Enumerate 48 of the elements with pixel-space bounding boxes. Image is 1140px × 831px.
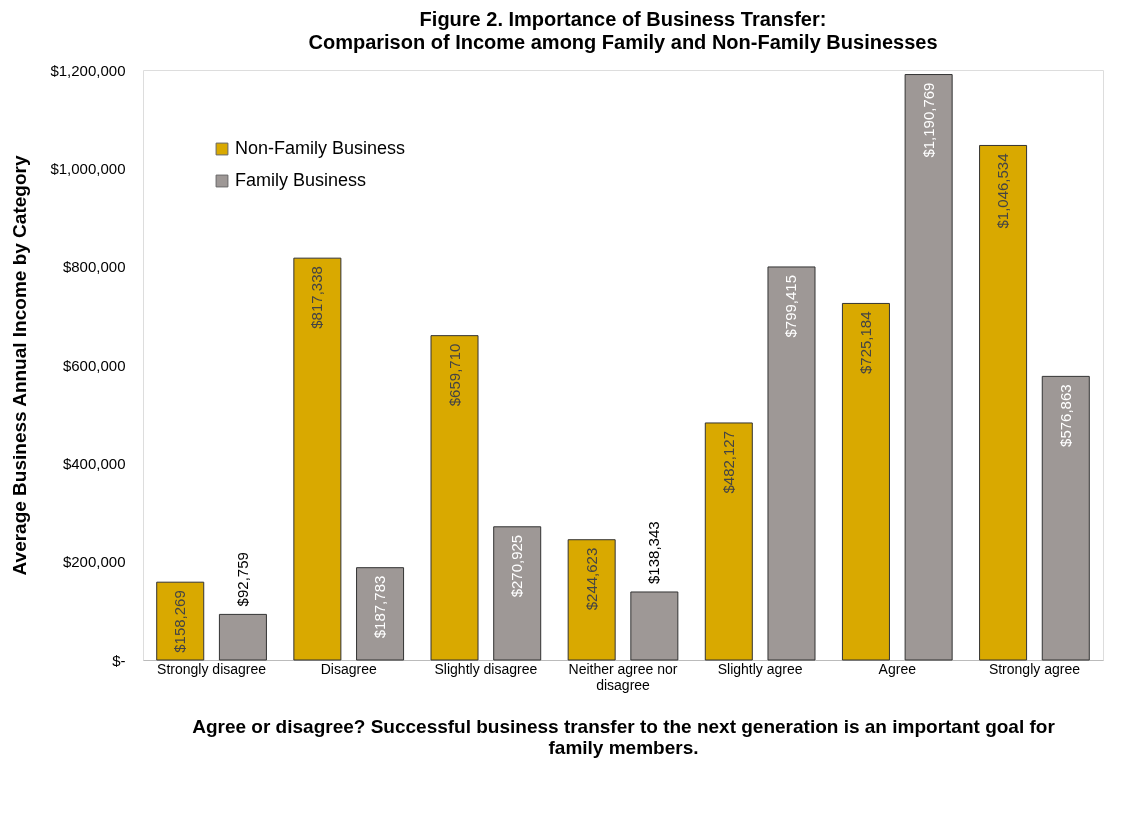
- bar: [356, 567, 405, 661]
- bar: [493, 526, 542, 661]
- data-label: $92,759: [233, 552, 251, 607]
- bar: [430, 335, 479, 661]
- data-label: $270,925: [508, 534, 526, 598]
- data-label: $1,046,534: [994, 153, 1012, 229]
- bar: [567, 539, 616, 661]
- x-tick-label: Agree: [878, 660, 917, 677]
- x-axis-title: Agree or disagree? Successful business transfer to the next generation is an important goal for family members.: [192, 715, 1056, 758]
- bar: [218, 613, 267, 661]
- data-label: $799,415: [782, 274, 800, 338]
- x-tick-label: Neither agree nor disagree: [568, 660, 678, 693]
- y-tick-label: $400,000: [62, 454, 126, 472]
- x-tick-label: Slightly disagree: [434, 660, 538, 677]
- y-tick-label: $600,000: [62, 356, 126, 374]
- data-label: $817,338: [308, 266, 326, 329]
- bar: [841, 302, 890, 661]
- data-label: $659,710: [445, 343, 463, 407]
- data-label: $576,863: [1056, 384, 1074, 447]
- y-tick-label: $1,000,000: [50, 159, 126, 177]
- bar: [979, 144, 1028, 661]
- bar: [156, 581, 205, 661]
- bar: [1041, 375, 1090, 661]
- data-label: $482,127: [719, 430, 737, 494]
- bar: [293, 257, 342, 661]
- bar: [904, 74, 953, 661]
- data-label: $138,343: [645, 521, 663, 584]
- legend-label: Non-Family Business: [235, 138, 406, 158]
- y-axis-title: Average Business Annual Income by Category: [9, 155, 31, 576]
- data-label: $1,190,769: [919, 82, 937, 158]
- data-label: $244,623: [582, 547, 600, 611]
- data-label: $158,269: [171, 590, 189, 653]
- data-label: $187,783: [371, 575, 389, 639]
- bar: [767, 266, 816, 661]
- y-tick-label: $800,000: [62, 258, 126, 276]
- legend-label: Family Business: [235, 170, 367, 190]
- x-tick-label: Strongly agree: [988, 660, 1081, 677]
- chart-title: Figure 2. Importance of Business Transfer:: [419, 8, 827, 30]
- x-tick-label: Slightly agree: [717, 660, 803, 677]
- chart-subtitle: Comparison of Income among Family and Non-Family Businesses: [308, 31, 938, 53]
- bar: [704, 422, 753, 661]
- x-tick-label: Disagree: [320, 660, 377, 677]
- data-label: $725,184: [856, 311, 874, 375]
- y-tick-label: $-: [112, 651, 126, 669]
- y-tick-label: $1,200,000: [50, 61, 126, 79]
- y-tick-label: $200,000: [62, 553, 126, 571]
- bar: [630, 591, 679, 661]
- x-tick-label: Strongly disagree: [157, 660, 267, 677]
